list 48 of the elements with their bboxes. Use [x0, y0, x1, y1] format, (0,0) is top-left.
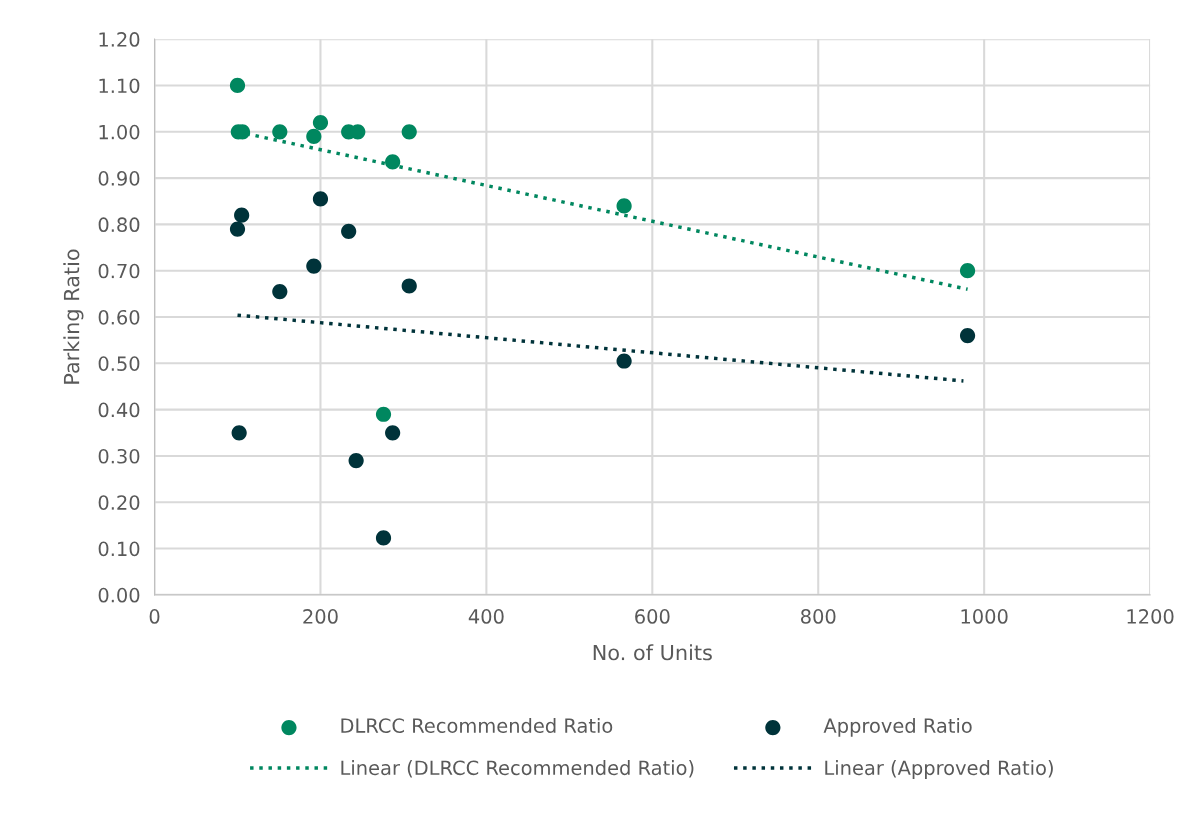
y-tick-label: 0.80 — [98, 217, 140, 233]
point — [375, 530, 392, 546]
point — [341, 223, 357, 239]
y-tick-label: 1.00 — [99, 124, 140, 140]
point — [401, 124, 417, 140]
point — [385, 154, 401, 170]
x-axis-title: No. of Units — [593, 644, 712, 661]
point — [348, 452, 364, 469]
y-tick-label: 0.10 — [98, 541, 140, 557]
x-tick-label: 800 — [801, 609, 836, 624]
point — [616, 353, 632, 369]
y-tick-label: 0.60 — [98, 309, 140, 325]
y-tick-label: 0.50 — [98, 356, 140, 371]
y-tick-label: 0.00 — [98, 587, 140, 603]
y-tick-label: 0.40 — [98, 402, 140, 418]
point — [385, 425, 401, 441]
point — [312, 191, 329, 207]
y-tick-label: 0.20 — [98, 495, 140, 510]
point — [375, 406, 392, 422]
x-tick-label: 400 — [468, 609, 504, 624]
point — [616, 198, 632, 214]
legend-label: Approved Ratio — [823, 717, 972, 737]
legend-label: DLRCC Recommended Ratio — [341, 717, 613, 733]
y-tick-label: 0.70 — [98, 263, 140, 279]
point — [234, 207, 250, 223]
y-axis-title: Parking Ratio — [63, 249, 84, 384]
point — [401, 278, 417, 294]
y-tick-label: 1.20 — [99, 32, 140, 47]
x-tick-label: 1200 — [1127, 609, 1174, 624]
point — [229, 221, 246, 237]
x-tick-label: 200 — [303, 609, 338, 624]
x-tick-label: 600 — [635, 609, 670, 624]
point — [306, 128, 322, 145]
y-tick-label: 0.90 — [98, 171, 140, 186]
x-tick-label: 1000 — [961, 609, 1008, 624]
y-tick-label: 1.10 — [99, 78, 140, 94]
legend-label: Linear (Approved Ratio) — [825, 760, 1053, 779]
point — [959, 263, 976, 279]
point — [272, 283, 288, 300]
point — [231, 425, 247, 441]
point — [306, 258, 322, 274]
x-tick-label: 0 — [149, 609, 160, 624]
point — [272, 124, 288, 140]
point — [229, 77, 246, 94]
point — [959, 327, 976, 344]
legend-label: Linear (DLRCC Recommended Ratio) — [341, 760, 694, 778]
point — [312, 114, 329, 131]
y-tick-label: 0.30 — [98, 448, 140, 464]
